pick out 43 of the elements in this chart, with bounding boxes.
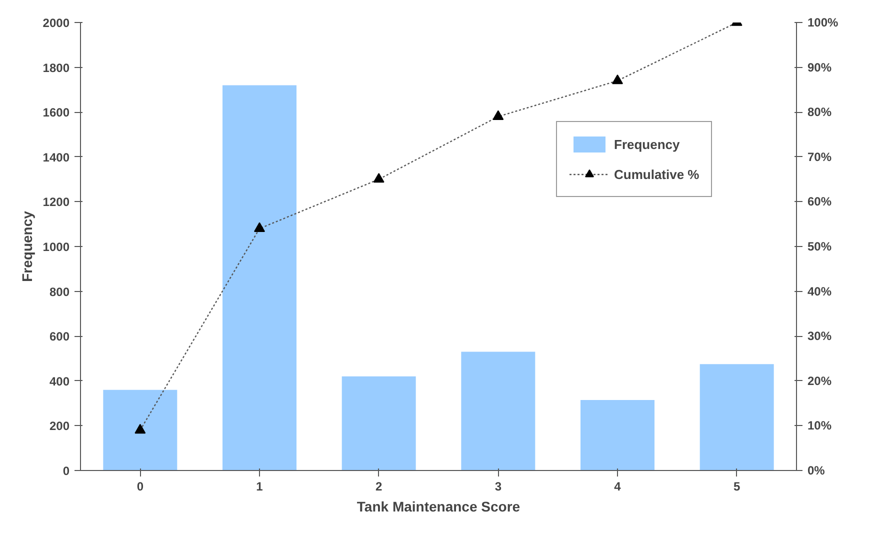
bar xyxy=(461,352,536,470)
x-tick-label: 3 xyxy=(494,480,502,494)
x-axis-title: Tank Maintenance Score xyxy=(356,498,520,514)
y2-tick-label: 50% xyxy=(808,240,832,254)
y-tick-label: 1800 xyxy=(42,60,70,75)
bar xyxy=(103,390,178,470)
y-tick-label: 600 xyxy=(49,330,70,344)
x-tick-label: 0 xyxy=(136,480,144,494)
point xyxy=(492,110,504,120)
y2-tick-label: 40% xyxy=(808,284,832,298)
x-tick-label: 2 xyxy=(375,480,382,494)
y2-tick-label: 90% xyxy=(808,60,832,74)
point xyxy=(134,424,146,434)
x-tick-label: 5 xyxy=(733,480,740,494)
bar xyxy=(700,364,774,470)
y-tick-label: 800 xyxy=(49,284,70,299)
bar xyxy=(342,376,416,470)
x-tick-label: 1 xyxy=(256,480,264,494)
y-axis-title: Frequency xyxy=(18,210,35,282)
y-tick-label: 200 xyxy=(49,419,70,434)
y2-tick-label: 10% xyxy=(808,418,832,433)
y-tick-label: 400 xyxy=(49,374,70,388)
point xyxy=(612,74,623,84)
y-tick-label: 1000 xyxy=(42,240,70,254)
y2-tick-label: 20% xyxy=(808,374,832,388)
y2-tick-label: 0% xyxy=(808,464,826,478)
y2-tick-label: 70% xyxy=(808,150,832,164)
legend-label: Frequency xyxy=(614,136,680,152)
point xyxy=(373,173,384,183)
legend-label: Cumulative % xyxy=(614,166,700,182)
y2-tick-label: 80% xyxy=(808,105,832,120)
bar xyxy=(222,85,296,470)
y-tick-label: 1200 xyxy=(42,195,70,210)
y2-tick-label: 60% xyxy=(808,194,832,209)
y-tick-label: 1400 xyxy=(42,150,70,164)
point xyxy=(254,222,265,232)
bar xyxy=(580,400,654,470)
x-tick-label: 4 xyxy=(614,480,622,494)
y-tick-label: 0 xyxy=(62,464,70,478)
y2-tick-label: 30% xyxy=(808,329,832,344)
y-tick-label: 1600 xyxy=(42,106,70,120)
y-tick-label: 2000 xyxy=(42,16,70,30)
y2-tick-label: 100% xyxy=(808,16,839,30)
